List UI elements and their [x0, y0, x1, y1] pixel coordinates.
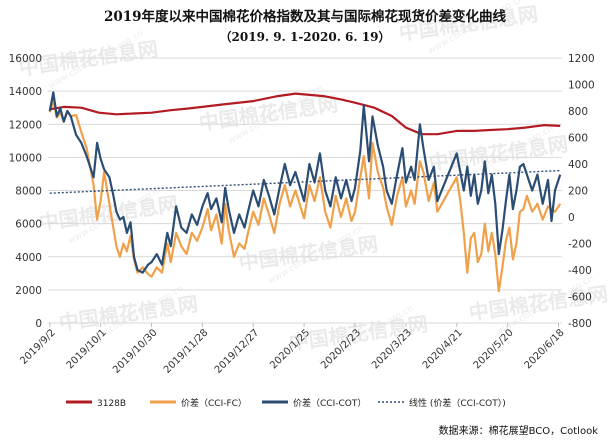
left-tick-label: 2000	[15, 285, 42, 297]
legend-label-3128b: 3128B	[97, 399, 126, 409]
x-tick-label: 2019/10/30	[111, 327, 160, 376]
series-layer	[48, 91, 562, 293]
right-tick-label: 400	[568, 159, 588, 171]
x-tick-label: 2019/11/28	[162, 327, 211, 376]
right-tick-label: 0	[568, 212, 575, 224]
legend-label-cci-cot: 价差（CCI-COT）	[293, 397, 366, 409]
x-tick-label: 2019/12/27	[213, 327, 262, 376]
x-tick-label: 2019/10/1	[65, 327, 109, 371]
x-tick-label: 2020/6/18	[523, 327, 567, 371]
left-tick-label: 10000	[9, 152, 42, 164]
right-tick-label: 800	[568, 106, 588, 118]
right-axis-ticks: -800 -600 -400 -200 0 200 400 600 800 1000 1200	[568, 53, 595, 330]
left-tick-label: 4000	[15, 252, 42, 264]
left-tick-label: 8000	[15, 186, 42, 198]
series-line-3128b	[49, 92, 561, 136]
x-tick-label: 2019/9/2	[18, 327, 58, 367]
chart-title: 2019年度以来中国棉花价格指数及其与国际棉花现货价差变化曲线	[104, 8, 507, 25]
right-tick-label: -400	[568, 265, 592, 277]
left-tick-label: 0	[35, 318, 42, 330]
data-source-note: 数据来源：棉花展望BCO，Cotlook	[439, 424, 599, 437]
series-line-cci-fc	[48, 99, 562, 293]
left-axis-ticks: 0 2000 4000 6000 8000 10000 12000 14000 16000	[9, 53, 42, 330]
left-tick-label: 14000	[9, 86, 42, 98]
left-tick-label: 12000	[9, 119, 42, 131]
legend-label-cci-fc: 价差（CCI-FC）	[181, 397, 247, 409]
trendline-cci-cot	[49, 169, 561, 194]
right-tick-label: -800	[568, 318, 592, 330]
right-tick-label: 200	[568, 186, 588, 198]
right-tick-label: 1000	[568, 80, 595, 92]
right-tick-label: 1200	[568, 53, 595, 65]
x-tick-label: 2020/5/20	[472, 327, 516, 371]
legend-label-trend: 线性 (价差（CCI-COT）)	[409, 397, 506, 409]
chart-subtitle: （2019. 9. 1-2020. 6. 19）	[220, 29, 391, 44]
series-line-cci-cot	[48, 91, 562, 274]
right-tick-label: -600	[568, 292, 592, 304]
right-tick-label: -200	[568, 239, 592, 251]
left-tick-label: 16000	[9, 53, 42, 65]
left-tick-label: 6000	[15, 219, 42, 231]
legend: 3128B 价差（CCI-FC） 价差（CCI-COT） 线性 (价差（CCI-…	[66, 397, 506, 409]
right-tick-label: 600	[568, 133, 588, 145]
